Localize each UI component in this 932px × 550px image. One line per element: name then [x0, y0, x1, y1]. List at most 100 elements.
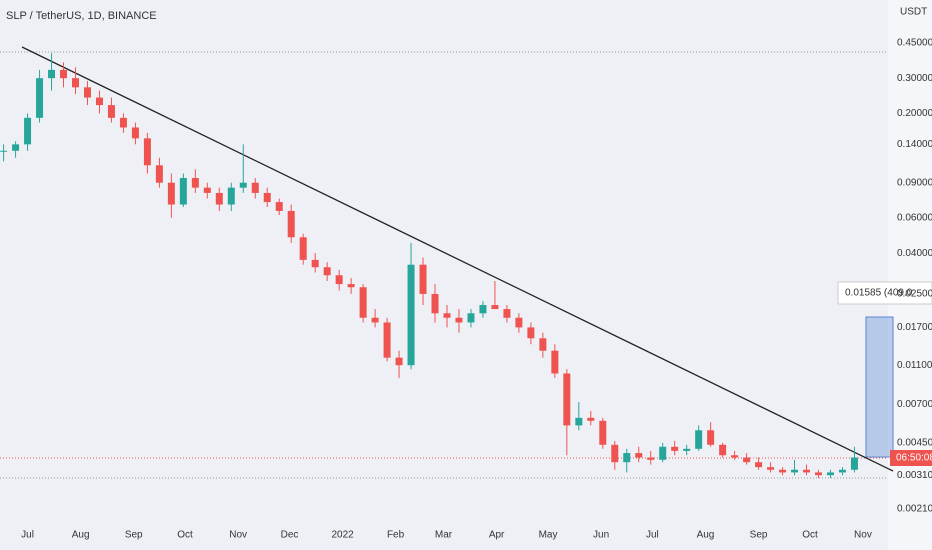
- candle-body: [335, 275, 343, 285]
- measure-box: [865, 316, 894, 458]
- candle-body: [395, 357, 403, 366]
- candle-body: [36, 78, 44, 118]
- candle-body: [515, 317, 523, 328]
- candle-body: [791, 469, 799, 473]
- candle-body: [60, 69, 68, 79]
- x-tick-label: Oct: [802, 530, 818, 541]
- candle-body: [850, 457, 858, 470]
- candle-body: [95, 97, 103, 106]
- candle-body: [24, 117, 32, 145]
- y-tick-label: 0.14000: [897, 139, 932, 150]
- x-tick-label: Sep: [125, 530, 143, 541]
- candle-body: [239, 182, 247, 188]
- candle-body: [119, 117, 127, 128]
- candle-body: [707, 430, 715, 445]
- candle-body: [503, 309, 511, 318]
- candle-body: [719, 444, 727, 456]
- y-tick-label: 0.30000: [897, 73, 932, 84]
- candle-body: [779, 469, 787, 473]
- x-tick-label: Jun: [593, 530, 609, 541]
- candle-body: [479, 305, 487, 314]
- candle-body: [755, 462, 763, 468]
- x-tick-label: Oct: [177, 530, 193, 541]
- candle-body: [838, 469, 846, 473]
- candle-body: [323, 267, 331, 276]
- candle-body: [599, 420, 607, 445]
- candle-body: [814, 472, 822, 476]
- candle-body: [587, 417, 595, 421]
- candle-body: [167, 182, 175, 205]
- candle-body: [347, 284, 355, 288]
- y-tick-label: 0.06000: [897, 213, 932, 224]
- y-tick-label: 0.45000: [897, 38, 932, 49]
- x-tick-label: Aug: [697, 530, 715, 541]
- x-tick-label: Jul: [21, 530, 34, 541]
- candle-body: [179, 178, 187, 205]
- candle-body: [12, 144, 20, 151]
- candle-body: [731, 455, 739, 458]
- candle-body: [107, 105, 115, 118]
- candle-body: [527, 327, 535, 339]
- candle-body: [635, 453, 643, 458]
- candle-body: [227, 187, 235, 205]
- candle-body: [275, 202, 283, 211]
- candle-body: [467, 313, 475, 323]
- candle-body: [419, 264, 427, 294]
- candle-body: [215, 192, 223, 205]
- candle-body: [683, 448, 691, 451]
- candle-body: [191, 178, 199, 188]
- candle-body: [647, 457, 655, 460]
- candle-body: [623, 453, 631, 463]
- candle-body: [826, 472, 834, 476]
- y-tick-label: 0.01100: [897, 360, 932, 371]
- x-tick-label: Aug: [72, 530, 90, 541]
- candle-body: [359, 287, 367, 318]
- candle-body: [155, 165, 163, 183]
- candle-body: [743, 457, 751, 463]
- candle-body: [491, 305, 499, 310]
- y-tick-label: 0.09000: [897, 177, 932, 188]
- x-tick-label: Feb: [387, 530, 405, 541]
- candle-body: [563, 373, 571, 426]
- candle-body: [455, 317, 463, 323]
- y-tick-label: 0.00210: [897, 504, 932, 515]
- x-tick-label: Nov: [854, 530, 872, 541]
- candle-body: [299, 237, 307, 260]
- price-label-box: [890, 450, 932, 466]
- y-tick-label: 0.01700: [897, 322, 932, 333]
- candle-body: [695, 430, 703, 449]
- y-tick-label: 0.20000: [897, 108, 932, 119]
- x-tick-label: Apr: [489, 530, 505, 541]
- candle-body: [803, 469, 811, 473]
- candle-body: [311, 259, 319, 268]
- measure-label-box: [837, 281, 932, 305]
- y-tick-label: 0.00450: [897, 437, 932, 448]
- x-tick-label: Dec: [281, 530, 299, 541]
- candle-body: [539, 338, 547, 351]
- x-tick-label: Sep: [750, 530, 768, 541]
- candle-body: [287, 210, 295, 238]
- candle-body: [551, 350, 559, 374]
- candle-body: [383, 322, 391, 358]
- candle-body: [575, 417, 583, 426]
- y-axis-label: USDT: [900, 7, 927, 18]
- y-tick-label: 0.02500: [897, 289, 932, 300]
- candle-body: [767, 467, 775, 470]
- candle-body: [407, 264, 415, 366]
- candle-body: [83, 87, 91, 98]
- candle-body: [251, 182, 259, 193]
- trendline: [21, 46, 894, 472]
- candle-body: [131, 127, 139, 139]
- x-tick-label: 2022: [331, 530, 354, 541]
- candle-body: [0, 150, 8, 152]
- candle-body: [611, 444, 619, 463]
- candle-body: [71, 78, 79, 88]
- candle-body: [203, 187, 211, 193]
- measure-label: 0.01585 (409.0: [845, 288, 913, 299]
- x-tick-label: May: [539, 530, 558, 541]
- x-tick-label: Mar: [435, 530, 453, 541]
- x-tick-label: Nov: [229, 530, 247, 541]
- chart-title: SLP / TetherUS, 1D, BINANCE: [6, 10, 157, 22]
- candle-body: [48, 69, 56, 79]
- y-tick-label: 0.00700: [897, 399, 932, 410]
